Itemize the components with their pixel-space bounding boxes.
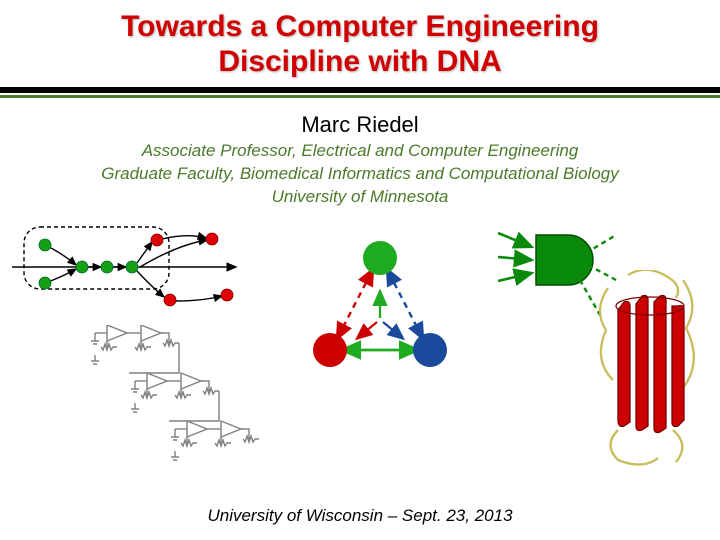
- footer-text: University of Wisconsin – Sept. 23, 2013: [0, 506, 720, 526]
- affiliation-line: Graduate Faculty, Biomedical Informatics…: [101, 164, 619, 183]
- title-line-1: Towards a Computer Engineering: [121, 10, 599, 43]
- author-name: Marc Riedel: [0, 112, 720, 138]
- title-line-2: Discipline with DNA: [218, 45, 501, 78]
- protein-figure: [588, 270, 713, 470]
- figure-row: [0, 225, 720, 485]
- circuit-figure: [85, 325, 325, 485]
- network-graph-figure: [12, 225, 242, 325]
- triangle-graph-figure: [305, 240, 455, 390]
- affiliation: Associate Professor, Electrical and Comp…: [0, 140, 720, 209]
- affiliation-line: Associate Professor, Electrical and Comp…: [142, 141, 579, 160]
- horizontal-rule-main: [0, 87, 720, 93]
- slide-title: Towards a Computer Engineering Disciplin…: [0, 0, 720, 87]
- horizontal-rule-accent: [0, 95, 720, 98]
- affiliation-line: University of Minnesota: [272, 187, 449, 206]
